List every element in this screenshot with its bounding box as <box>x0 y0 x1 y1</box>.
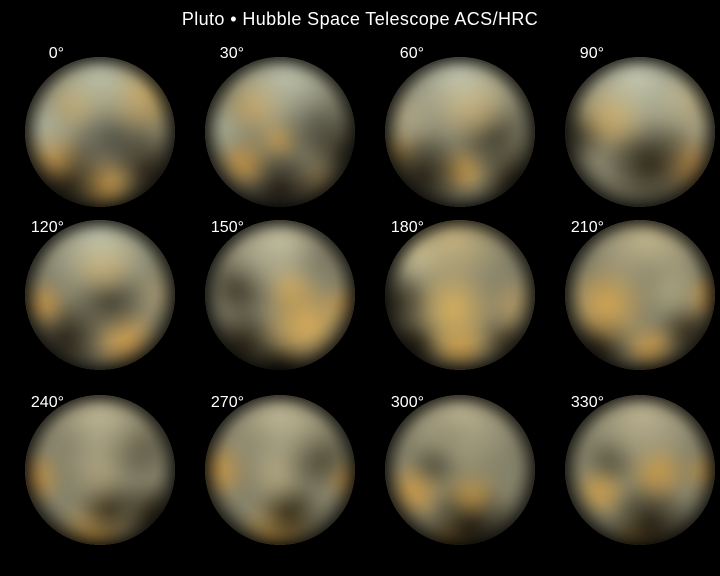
pluto-view-cell: 30° <box>180 40 360 213</box>
pluto-globe-image <box>385 57 535 207</box>
pluto-view-cell: 330° <box>540 388 720 576</box>
pluto-view-cell: 0° <box>0 40 180 213</box>
limb-darkening-overlay <box>385 220 535 370</box>
pluto-grid: 0° 30° 60° 90° 120° 150° <box>0 40 720 576</box>
pluto-globe-image <box>565 220 715 370</box>
pluto-globe-image <box>565 57 715 207</box>
pluto-globe-image <box>25 57 175 207</box>
pluto-globe-image <box>205 220 355 370</box>
pluto-globe-image <box>385 220 535 370</box>
rotation-angle-label: 0° <box>48 45 64 62</box>
rotation-angle-label: 120° <box>30 219 64 236</box>
limb-darkening-overlay <box>25 220 175 370</box>
rotation-angle-label: 30° <box>219 45 244 62</box>
limb-darkening-overlay <box>565 57 715 207</box>
pluto-view-cell: 180° <box>360 213 540 388</box>
pluto-view-cell: 210° <box>540 213 720 388</box>
pluto-view-cell: 60° <box>360 40 540 213</box>
rotation-angle-label: 180° <box>390 219 424 236</box>
limb-darkening-overlay <box>205 57 355 207</box>
pluto-globe-image <box>205 395 355 545</box>
pluto-globe-image <box>25 220 175 370</box>
rotation-angle-label: 90° <box>579 45 604 62</box>
pluto-globe-image <box>25 395 175 545</box>
limb-darkening-overlay <box>25 57 175 207</box>
pluto-view-cell: 150° <box>180 213 360 388</box>
image-title: Pluto • Hubble Space Telescope ACS/HRC <box>181 9 539 29</box>
pluto-globe-image <box>565 395 715 545</box>
pluto-view-cell: 300° <box>360 388 540 576</box>
pluto-view-cell: 120° <box>0 213 180 388</box>
pluto-view-cell: 270° <box>180 388 360 576</box>
rotation-angle-label: 270° <box>210 394 244 411</box>
limb-darkening-overlay <box>25 395 175 545</box>
rotation-angle-label: 330° <box>570 394 604 411</box>
rotation-angle-label: 60° <box>399 45 424 62</box>
rotation-angle-label: 300° <box>390 394 424 411</box>
limb-darkening-overlay <box>565 220 715 370</box>
pluto-view-cell: 240° <box>0 388 180 576</box>
limb-darkening-overlay <box>385 57 535 207</box>
pluto-globe-image <box>385 395 535 545</box>
pluto-view-cell: 90° <box>540 40 720 213</box>
pluto-globe-image <box>205 57 355 207</box>
rotation-angle-label: 210° <box>570 219 604 236</box>
limb-darkening-overlay <box>565 395 715 545</box>
limb-darkening-overlay <box>385 395 535 545</box>
limb-darkening-overlay <box>205 395 355 545</box>
limb-darkening-overlay <box>205 220 355 370</box>
rotation-angle-label: 150° <box>210 219 244 236</box>
rotation-angle-label: 240° <box>30 394 64 411</box>
